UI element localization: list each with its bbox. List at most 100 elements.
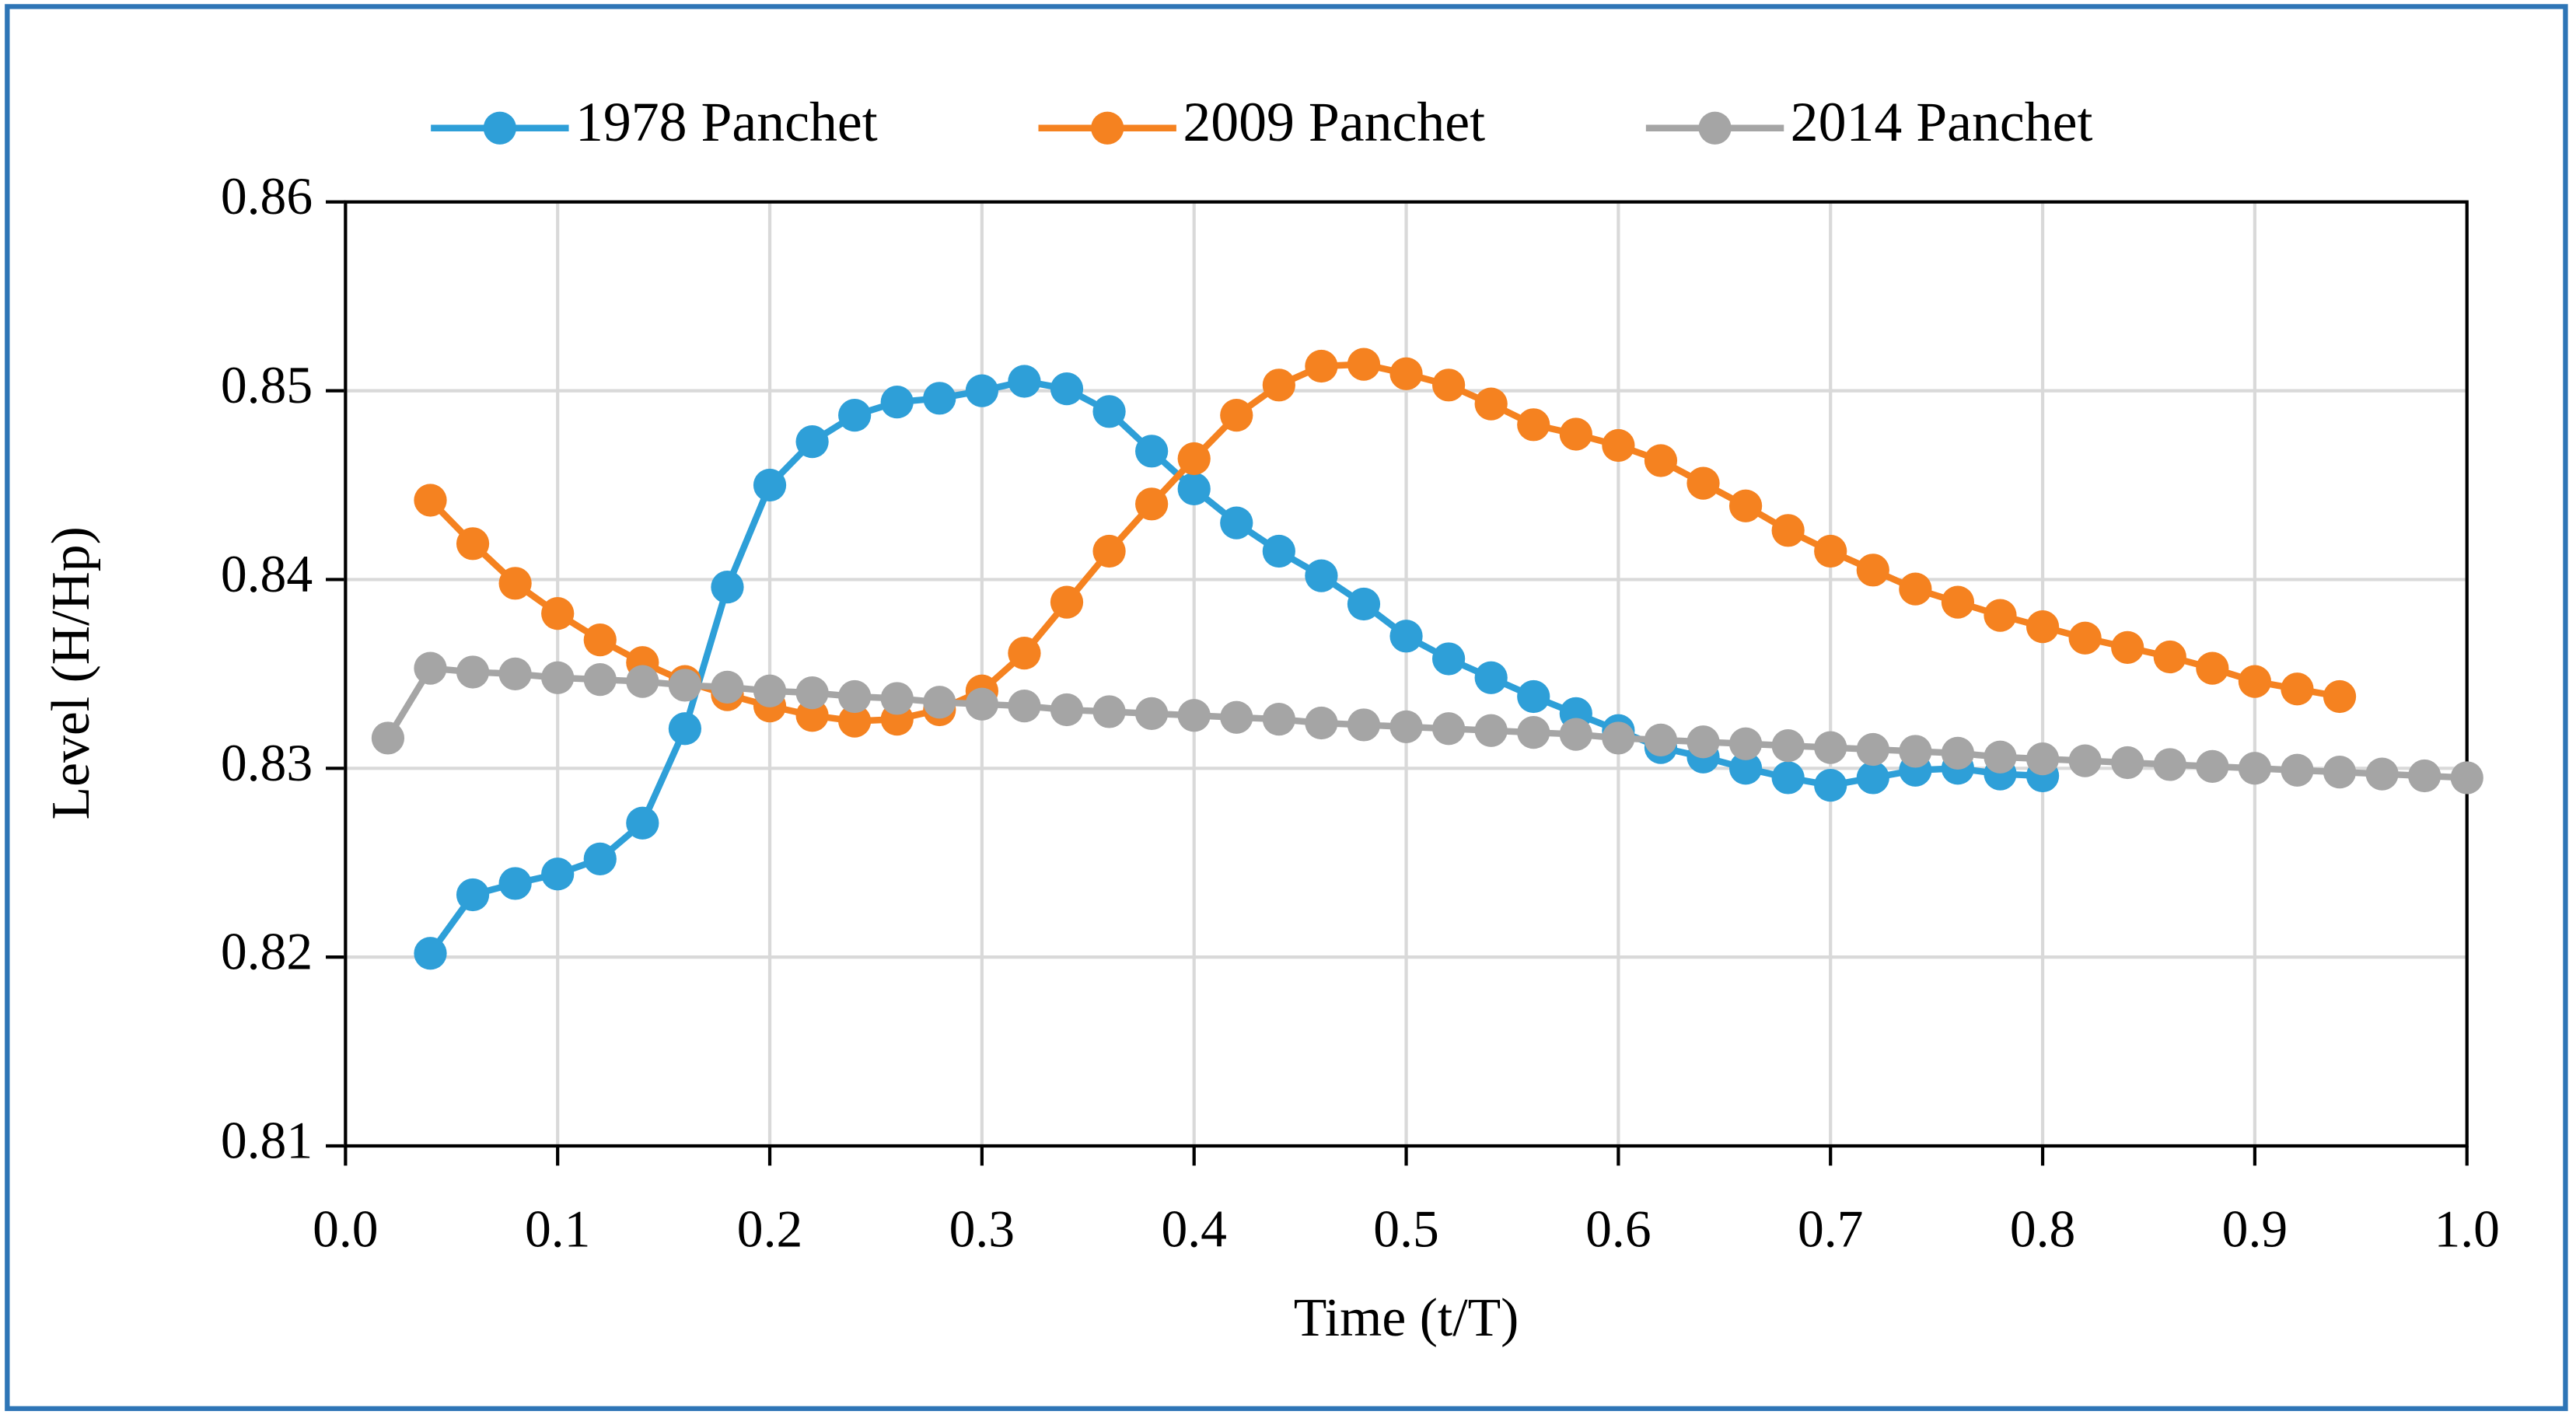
data-point: [583, 663, 617, 697]
data-point: [1728, 489, 1763, 522]
data-point: [711, 571, 744, 604]
data-point: [1050, 693, 1084, 727]
data-point: [1092, 395, 1126, 428]
data-point: [583, 842, 617, 875]
data-point: [2365, 757, 2399, 791]
data-point: [1771, 729, 1805, 763]
data-point: [1220, 700, 1253, 734]
data-point: [2153, 748, 2186, 781]
legend-marker: [1091, 111, 1124, 145]
data-point: [1771, 514, 1805, 547]
data-point: [1262, 368, 1295, 402]
data-point: [1008, 690, 1041, 723]
data-point: [1517, 408, 1550, 442]
data-point: [1305, 559, 1338, 592]
data-point: [498, 867, 532, 900]
data-point: [880, 386, 914, 419]
y-tick-label: 0.85: [221, 356, 313, 414]
data-point: [1092, 534, 1126, 568]
data-point: [541, 597, 575, 630]
data-point: [2196, 651, 2229, 685]
data-point: [456, 527, 490, 561]
data-point: [711, 670, 744, 704]
data-point: [498, 657, 532, 690]
data-point: [414, 484, 447, 517]
data-point: [2450, 761, 2483, 795]
data-point: [1177, 699, 1211, 732]
data-point: [1517, 679, 1550, 714]
data-point: [498, 567, 532, 600]
data-point: [583, 623, 617, 657]
data-point: [1984, 740, 2017, 774]
data-point: [1177, 472, 1211, 505]
data-point: [965, 687, 998, 721]
data-point: [1008, 365, 1041, 398]
legend-label: 2014 Panchet: [1791, 91, 2093, 153]
data-point: [1220, 506, 1253, 540]
x-tick-label: 0.8: [2010, 1200, 2075, 1259]
data-point: [1899, 735, 1932, 768]
x-axis-label: Time (t/T): [1294, 1288, 1519, 1348]
data-point: [668, 712, 702, 746]
data-point: [1814, 534, 1847, 568]
data-point: [2025, 610, 2060, 644]
data-point: [1135, 487, 1169, 521]
y-tick-label: 0.81: [221, 1112, 313, 1170]
data-point: [838, 399, 872, 432]
data-point: [795, 699, 829, 732]
data-point: [1431, 368, 1466, 402]
data-point: [1431, 712, 1466, 746]
x-tick-label: 0.5: [1373, 1200, 1438, 1259]
data-point: [1389, 710, 1423, 743]
data-point: [1941, 585, 1975, 619]
data-point: [1347, 587, 1381, 621]
y-tick-label: 0.84: [221, 545, 313, 603]
data-point: [1771, 761, 1805, 795]
data-point: [2111, 630, 2144, 664]
x-tick-label: 0.6: [1585, 1200, 1651, 1259]
x-tick-label: 0.7: [1798, 1200, 1863, 1259]
x-tick-label: 0.4: [1161, 1200, 1226, 1259]
data-point: [541, 857, 575, 891]
legend-label: 2009 Panchet: [1183, 91, 1485, 153]
data-point: [880, 682, 914, 715]
data-point: [2111, 746, 2144, 780]
data-point: [1856, 732, 1889, 767]
data-point: [1686, 466, 1720, 500]
data-point: [1559, 718, 1592, 751]
x-tick-label: 0.9: [2222, 1200, 2288, 1259]
data-point: [1347, 348, 1381, 381]
data-point: [626, 806, 659, 840]
x-tick-label: 0.0: [313, 1200, 378, 1259]
data-point: [1389, 357, 1423, 390]
legend-label: 1978 Panchet: [575, 91, 878, 153]
y-axis-label: Level (H/Hp): [41, 526, 101, 819]
data-point: [1474, 714, 1508, 747]
data-point: [1644, 723, 1678, 756]
data-point: [414, 937, 447, 970]
data-point: [2238, 752, 2272, 785]
data-point: [2281, 672, 2314, 706]
data-point: [1135, 697, 1169, 730]
data-point: [838, 679, 872, 714]
y-tick-label: 0.83: [221, 734, 313, 792]
data-point: [456, 655, 490, 689]
data-point: [795, 425, 829, 459]
data-point: [541, 661, 575, 694]
series-line: [428, 361, 2340, 725]
data-point: [2068, 621, 2102, 655]
data-point: [414, 651, 447, 685]
x-tick-label: 0.2: [737, 1200, 802, 1259]
data-point: [1517, 716, 1550, 749]
data-point: [2238, 665, 2272, 698]
data-point: [2281, 753, 2314, 787]
data-point: [2068, 744, 2102, 777]
data-point: [838, 704, 872, 738]
data-point: [1389, 620, 1423, 653]
y-tick-label: 0.82: [221, 923, 313, 981]
data-point: [1262, 703, 1295, 736]
data-point: [2323, 756, 2357, 789]
data-point: [1474, 387, 1508, 421]
data-point: [1092, 695, 1126, 728]
